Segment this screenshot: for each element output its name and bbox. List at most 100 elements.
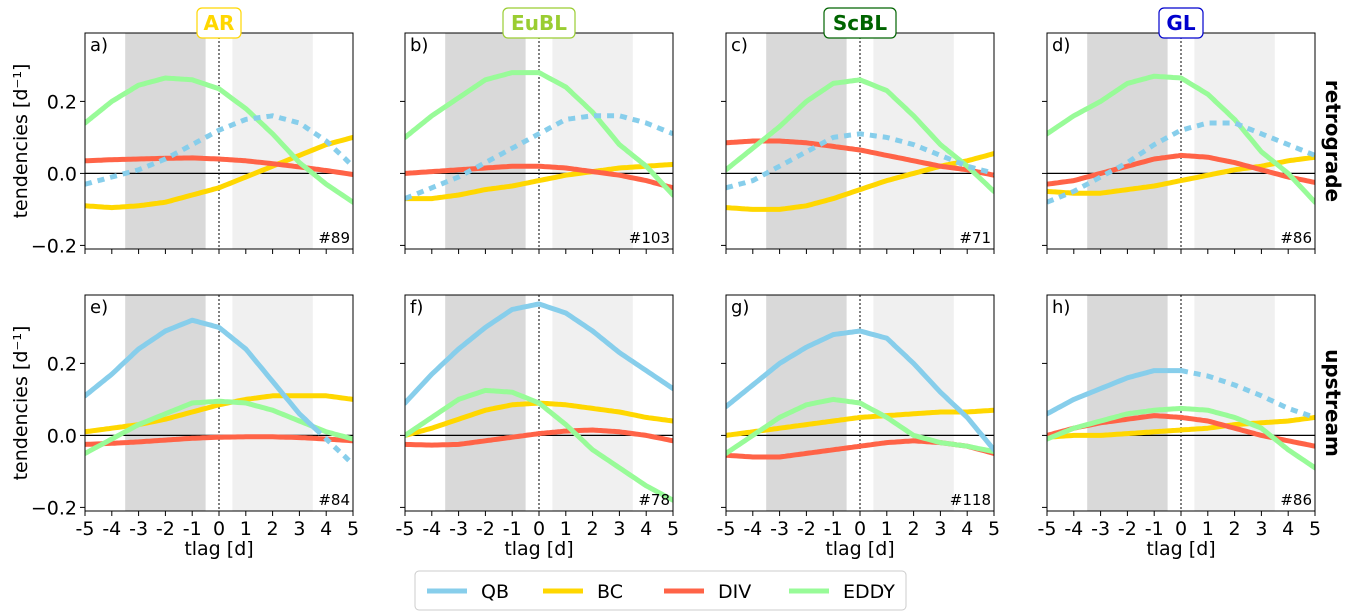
x-tick-label: 5 <box>988 518 1000 540</box>
y-axis-label: tendencies [d⁻¹] <box>10 64 32 219</box>
series-qb <box>85 317 318 432</box>
series-eddy <box>726 77 994 194</box>
x-axis-label: tlag [d] <box>825 538 894 560</box>
series-lines <box>85 317 353 467</box>
y-tick-label: 0.0 <box>47 425 77 447</box>
x-tick-label: 3 <box>934 518 946 540</box>
panel-label: b) <box>410 35 428 56</box>
x-tick-label: 2 <box>267 518 279 540</box>
x-tick-label: -1 <box>824 518 843 540</box>
x-tick-label: -1 <box>1145 518 1164 540</box>
series-lines <box>726 77 994 212</box>
x-tick-label: 0 <box>533 518 545 540</box>
y-tick-label: −0.2 <box>31 235 77 257</box>
legend-label: DIV <box>718 581 751 603</box>
panel-label: g) <box>731 297 749 318</box>
x-tick-label: -1 <box>503 518 522 540</box>
regime-title-scbl: ScBL <box>823 7 897 39</box>
x-tick-label: 1 <box>881 518 893 540</box>
series-div <box>405 427 673 448</box>
regime-title-ar: AR <box>196 7 242 39</box>
legend-item-qb: QB <box>427 581 509 603</box>
x-tick-label: -5 <box>717 518 736 540</box>
x-tick-label: 2 <box>587 518 599 540</box>
x-tick-label: -5 <box>76 518 95 540</box>
shaded-span <box>445 33 526 249</box>
x-tick-label: -4 <box>1064 518 1083 540</box>
sample-count: #78 <box>638 491 670 509</box>
x-tick-label: 0 <box>854 518 866 540</box>
regime-title-text: EuBL <box>511 11 567 35</box>
x-tick-label: 2 <box>908 518 920 540</box>
series-bc <box>85 393 353 435</box>
panel-label: d) <box>1052 35 1070 56</box>
sample-count: #103 <box>629 229 670 247</box>
shaded-span <box>1194 295 1275 511</box>
legend-label: BC <box>597 581 623 603</box>
x-tick-label: 0 <box>213 518 225 540</box>
series-eddy <box>405 387 673 503</box>
series-eddy <box>405 70 673 198</box>
panel-d: d) #86 <box>1042 32 1316 254</box>
sample-count: #86 <box>1280 491 1312 509</box>
regime-title-text: GL <box>1166 11 1195 35</box>
x-tick-label: 5 <box>347 518 359 540</box>
y-tick-label: 0.2 <box>47 91 77 113</box>
x-tick-label: 3 <box>1255 518 1267 540</box>
x-tick-label: -4 <box>422 518 441 540</box>
regime-title-box <box>1158 7 1204 39</box>
sample-count: #118 <box>950 491 991 509</box>
panel-c: c) #71 <box>721 32 995 254</box>
panel-h: -5 -4 -3 -2 -1 0 1 2 3 4 5 h) #86 tlag [d] <box>1038 294 1321 560</box>
row-label-retrograde: retrograde <box>1321 80 1345 202</box>
x-tick-label: -4 <box>743 518 762 540</box>
x-tick-label: -3 <box>449 518 468 540</box>
shaded-span <box>1087 33 1168 249</box>
y-tick-label: −0.2 <box>31 497 77 519</box>
panel-label: f) <box>410 297 423 318</box>
regime-title-box <box>196 7 242 39</box>
x-axis-label: tlag [d] <box>504 538 573 560</box>
shaded-span <box>873 295 954 511</box>
regime-title-text: AR <box>204 11 235 35</box>
x-tick-label: 2 <box>1229 518 1241 540</box>
x-tick-label: 4 <box>640 518 652 540</box>
panel-f: -5 -4 -3 -2 -1 0 1 2 3 4 5 f) #78 tlag [d] <box>396 294 679 560</box>
panel-label: e) <box>90 297 108 318</box>
legend: QB BC DIV EDDY <box>414 570 907 611</box>
series-qb <box>726 328 994 453</box>
series-div <box>405 163 673 191</box>
x-tick-label: -3 <box>770 518 789 540</box>
shaded-span <box>1194 33 1275 249</box>
series-bc <box>405 161 673 202</box>
shaded-span <box>552 33 633 249</box>
series-qb <box>405 301 673 406</box>
series-lines <box>1047 73 1315 205</box>
x-tick-label: -2 <box>1118 518 1137 540</box>
x-tick-label: 0 <box>1175 518 1187 540</box>
series-lines <box>85 75 353 211</box>
series-bc <box>1047 154 1315 196</box>
sample-count: #86 <box>1280 229 1312 247</box>
x-tick-label: -2 <box>476 518 495 540</box>
regime-title-box <box>823 7 897 39</box>
sample-count: #84 <box>318 491 350 509</box>
x-tick-label: -5 <box>1038 518 1057 540</box>
shaded-span <box>1087 295 1168 511</box>
series-div <box>85 434 353 447</box>
x-tick-label: 4 <box>961 518 973 540</box>
x-axis-label: tlag [d] <box>184 538 253 560</box>
x-tick-label: -5 <box>396 518 415 540</box>
series-eddy <box>85 75 353 205</box>
x-tick-label: -1 <box>183 518 202 540</box>
panel-label: h) <box>1052 297 1070 318</box>
legend-frame <box>414 570 907 611</box>
row-label-upstream: upstream <box>1321 349 1345 457</box>
series-bc <box>726 407 994 438</box>
series-eddy <box>726 396 994 456</box>
series-lines <box>726 328 994 460</box>
sample-count: #71 <box>959 229 991 247</box>
x-tick-label: 1 <box>240 518 252 540</box>
y-tick-label: 0.2 <box>47 353 77 375</box>
